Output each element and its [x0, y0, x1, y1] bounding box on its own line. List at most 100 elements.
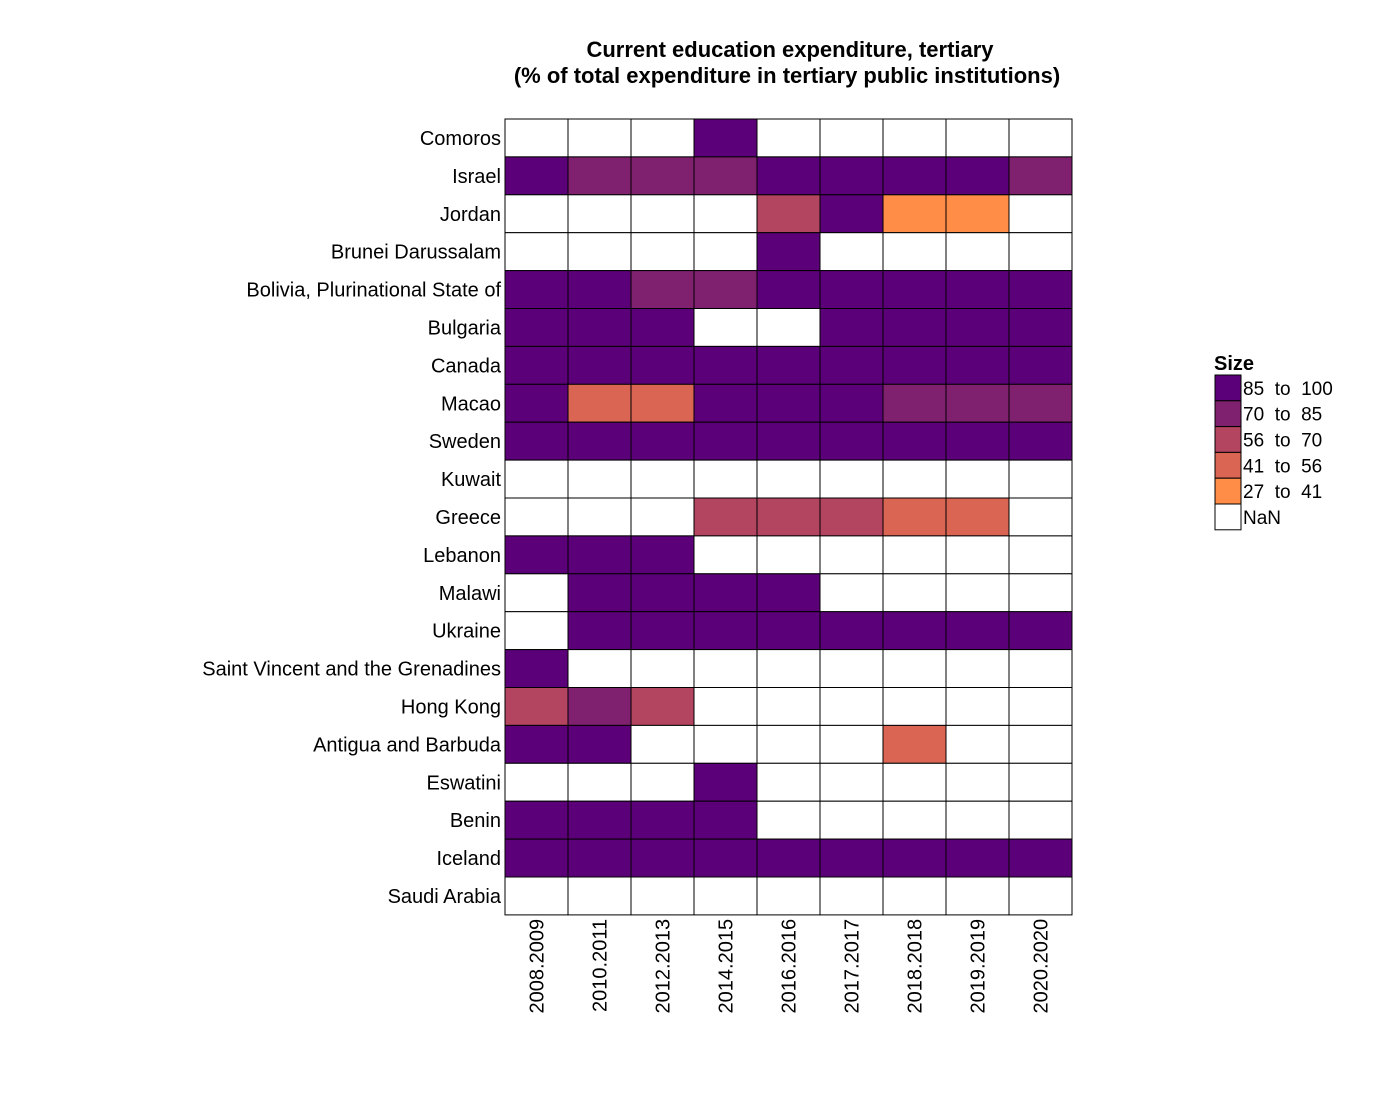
heatmap-cell	[630, 459, 695, 499]
heatmap-cell	[504, 345, 569, 385]
row-label: Iceland	[437, 848, 502, 870]
heatmap-cell	[504, 800, 569, 840]
heatmap-cell	[693, 459, 758, 499]
heatmap-cell	[504, 421, 569, 461]
heatmap-cell	[693, 270, 758, 310]
heatmap-cell	[630, 611, 695, 651]
heatmap-cell	[693, 800, 758, 840]
legend-label: NaN	[1243, 508, 1281, 529]
heatmap-cell	[567, 800, 632, 840]
heatmap-cell	[693, 156, 758, 196]
heatmap-cell	[945, 876, 1010, 916]
heatmap-cell	[756, 535, 821, 575]
heatmap-cell	[756, 156, 821, 196]
heatmap-cell	[945, 535, 1010, 575]
legend-label: 27 to 41	[1243, 482, 1322, 503]
heatmap-cell	[882, 421, 947, 461]
heatmap-cell	[756, 118, 821, 158]
heatmap-cell	[567, 459, 632, 499]
row-label: Greece	[435, 507, 501, 529]
row-label: Macao	[441, 393, 501, 415]
row-label: Kuwait	[441, 469, 501, 491]
heatmap-cell	[882, 270, 947, 310]
heatmap-cell	[882, 573, 947, 613]
heatmap-cell	[819, 118, 884, 158]
legend-swatch	[1214, 477, 1242, 505]
heatmap-cell	[504, 270, 569, 310]
column-labels: 2008.2009 2010.2011 2012.2013 2014.2015 2016…	[527, 919, 1053, 1014]
chart-title-line-1: Current education expenditure, tertiary	[586, 37, 994, 62]
heatmap-cell	[882, 649, 947, 688]
heatmap-cell	[945, 838, 1010, 878]
heatmap-cell	[756, 800, 821, 840]
heatmap-cell	[945, 762, 1010, 802]
heatmap-cell	[819, 838, 884, 878]
heatmap-cell	[1008, 535, 1073, 575]
heatmap-cell	[504, 459, 569, 499]
heatmap-cell	[819, 194, 884, 234]
column-label: 2017.2017	[842, 919, 864, 1014]
heatmap-cell	[945, 156, 1010, 196]
heatmap-cell	[1008, 876, 1073, 916]
heatmap-cell	[693, 611, 758, 651]
legend-swatch	[1214, 451, 1242, 479]
heatmap-cell	[504, 649, 569, 688]
heatmap-cells	[504, 118, 1073, 916]
heatmap-cell	[945, 573, 1010, 613]
row-label: Hong Kong	[401, 696, 501, 718]
heatmap-cell	[882, 535, 947, 575]
heatmap-cell	[693, 762, 758, 802]
heatmap-cell	[630, 497, 695, 537]
heatmap-cell	[567, 724, 632, 764]
heatmap-cell	[756, 270, 821, 310]
heatmap-cell	[1008, 762, 1073, 802]
heatmap-cell	[630, 724, 695, 764]
column-label: 2016.2016	[779, 919, 801, 1014]
column-label: 2008.2009	[527, 919, 549, 1014]
heatmap-cell	[567, 687, 632, 726]
heatmap-cell	[1008, 194, 1073, 234]
heatmap-cell	[882, 156, 947, 196]
heatmap-cell	[882, 800, 947, 840]
heatmap-cell	[693, 345, 758, 385]
heatmap-cell	[945, 308, 1010, 347]
heatmap-cell	[756, 649, 821, 688]
heatmap-cell	[630, 421, 695, 461]
heatmap-cell	[882, 724, 947, 764]
row-label: Malawi	[439, 583, 501, 605]
heatmap-cell	[819, 535, 884, 575]
heatmap-cell	[567, 232, 632, 272]
heatmap-cell	[756, 687, 821, 726]
heatmap-cell	[504, 118, 569, 158]
heatmap-cell	[567, 535, 632, 575]
row-label: Saudi Arabia	[388, 886, 502, 908]
heatmap-cell	[1008, 232, 1073, 272]
heatmap-cell	[504, 383, 569, 423]
heatmap-cell	[945, 270, 1010, 310]
row-label: Jordan	[440, 204, 501, 226]
legend-label: 85 to 100	[1243, 379, 1333, 400]
row-label: Lebanon	[423, 545, 501, 567]
legend-label: 41 to 56	[1243, 456, 1322, 477]
heatmap-cell	[882, 383, 947, 423]
heatmap-cell	[819, 421, 884, 461]
heatmap-cell	[1008, 270, 1073, 310]
heatmap-cell	[756, 497, 821, 537]
row-label: Saint Vincent and the Grenadines	[202, 659, 501, 681]
row-label: Bulgaria	[428, 317, 502, 339]
heatmap-cell	[567, 573, 632, 613]
row-labels: Comoros Israel Jordan Brunei Darussalam Boli…	[202, 128, 502, 908]
row-label: Eswatini	[427, 772, 501, 794]
heatmap-cell	[819, 497, 884, 537]
heatmap-cell	[756, 838, 821, 878]
heatmap-cell	[693, 573, 758, 613]
heatmap-cell	[630, 232, 695, 272]
heatmap-cell	[945, 497, 1010, 537]
heatmap-cell	[1008, 687, 1073, 726]
heatmap-cell	[756, 232, 821, 272]
heatmap-cell	[693, 497, 758, 537]
heatmap-cell	[819, 573, 884, 613]
heatmap-cell	[693, 421, 758, 461]
heatmap-cell	[756, 421, 821, 461]
heatmap-cell	[693, 118, 758, 158]
